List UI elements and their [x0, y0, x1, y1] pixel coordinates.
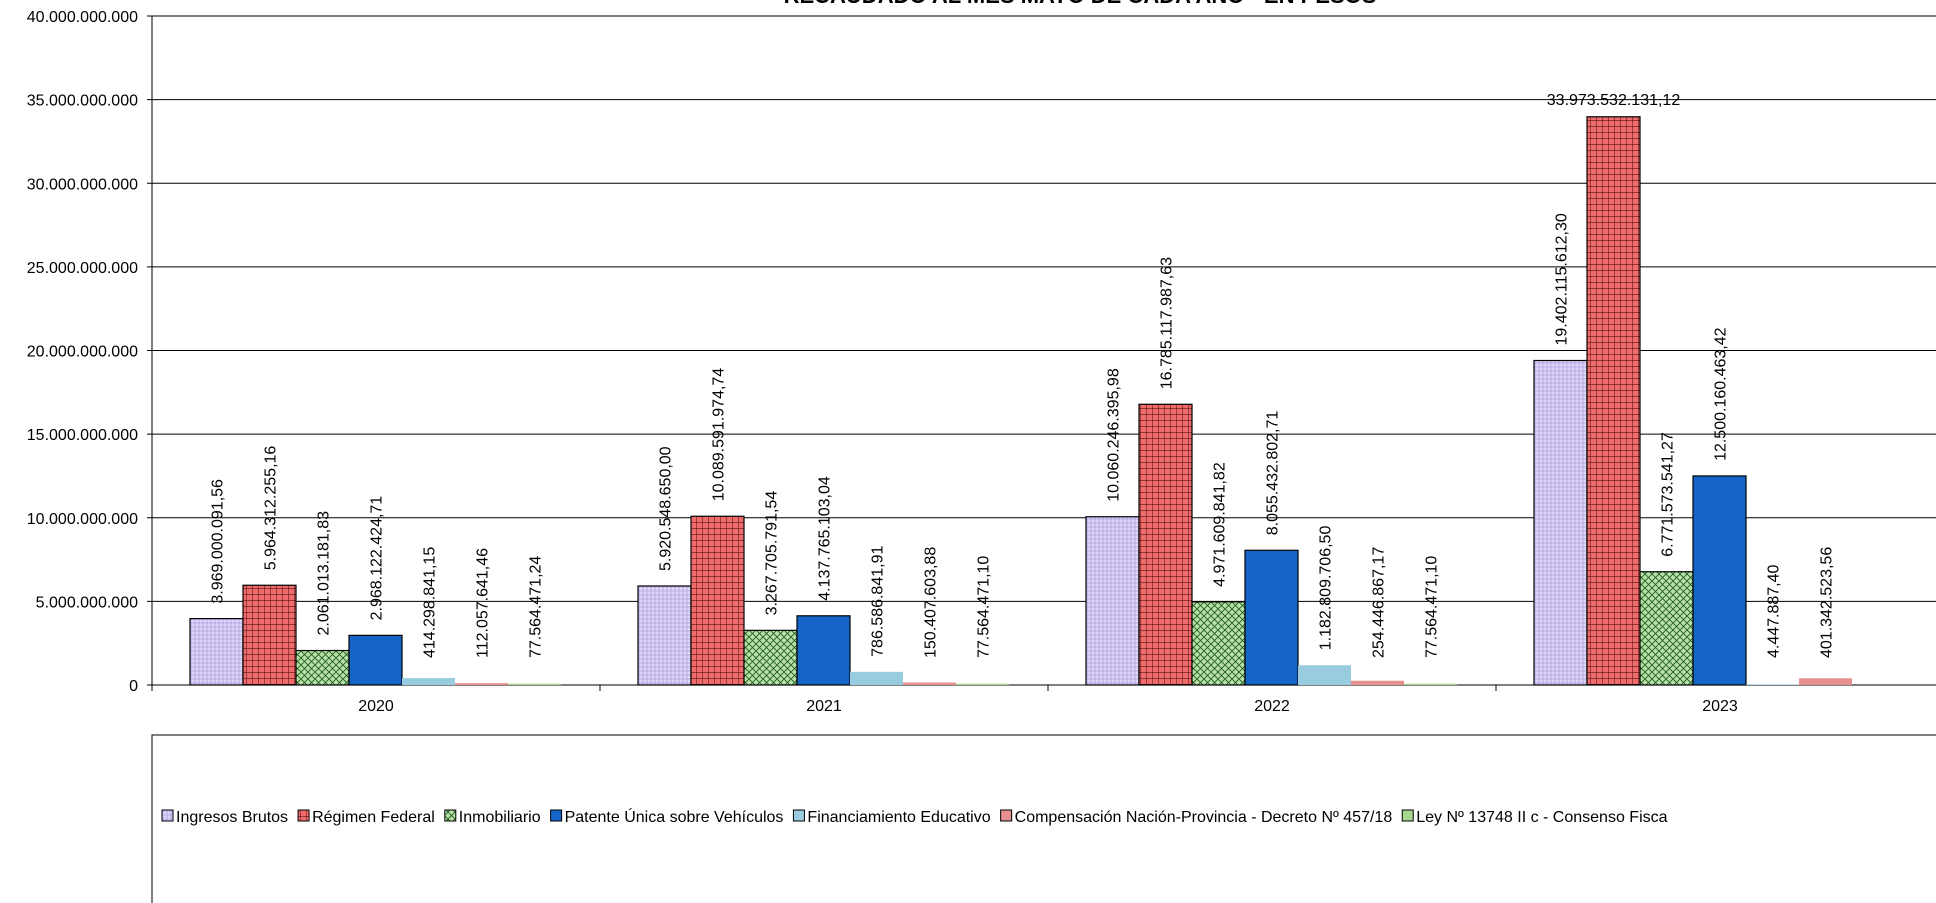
data-label: 4.447.887,40 [1766, 564, 1783, 658]
data-label: 10.060.246.395,98 [1106, 368, 1123, 502]
data-label: 19.402.115.612,30 [1554, 213, 1571, 345]
x-tick-label: 2021 [806, 698, 842, 715]
data-label: 1.182.809.706,50 [1318, 526, 1335, 651]
data-label: 8.055.432.802,71 [1265, 411, 1282, 536]
legend-label: Ley Nº 13748 II c - Consenso Fisca [1416, 809, 1667, 826]
y-axis: 0 5.000.000.000 10.000.000.000 15.000.000.0… [27, 9, 153, 695]
legend-swatch [297, 809, 310, 822]
data-label: 5.920.548.650,00 [658, 446, 675, 571]
legend-label: Compensación Nación-Provincia - Decreto … [1015, 809, 1393, 826]
bars [189, 116, 1852, 686]
y-tick-label: 15.000.000.000 [27, 427, 138, 444]
bar [690, 515, 745, 686]
data-label: 5.964.312.255,16 [263, 446, 280, 571]
bar [1138, 403, 1193, 686]
data-label: 254.446.867,17 [1371, 547, 1388, 658]
legend-swatch [550, 809, 563, 822]
legend-swatch [792, 809, 805, 822]
data-label: 16.785.117.987,63 [1159, 257, 1176, 389]
legend-label: Financiamiento Educativo [807, 809, 990, 826]
y-tick-label: 40.000.000.000 [27, 9, 138, 26]
bar [189, 618, 244, 686]
legend-swatch [444, 809, 457, 822]
bar [1191, 601, 1246, 686]
x-tick-label: 2022 [1254, 698, 1290, 715]
y-tick-label: 5.000.000.000 [36, 594, 138, 611]
legend-swatch [1401, 809, 1414, 822]
data-label: 786.586.841,91 [870, 546, 887, 657]
bar [1404, 683, 1457, 685]
chart-title: RECAUDADO AL MES MAYO DE CADA AÑO - EN P… [784, 0, 1377, 8]
bar [1351, 680, 1404, 685]
x-tick-label: 2023 [1702, 698, 1738, 715]
bar [402, 678, 455, 685]
data-label: 77.564.471,10 [976, 556, 993, 658]
bar [1298, 665, 1351, 685]
bar [956, 683, 1009, 685]
data-labels: 3.969.000.091,56 5.920.548.650,00 10.060.2… [210, 92, 1836, 658]
bar [348, 634, 403, 686]
data-label: 10.089.591.974,74 [711, 368, 728, 502]
legend-label: Patente Única sobre Vehículos [565, 807, 784, 826]
y-tick-label: 30.000.000.000 [27, 176, 138, 193]
legend-label: Régimen Federal [312, 809, 435, 826]
bar [1639, 571, 1694, 686]
data-label: 33.973.532.131,12 [1547, 92, 1681, 109]
bar [743, 629, 798, 686]
x-axis: 2020 2021 2022 2023 [151, 684, 1936, 715]
y-tick-label: 0 [129, 678, 138, 695]
bar [1586, 116, 1641, 686]
y-tick-label: 10.000.000.000 [27, 511, 138, 528]
bar [1533, 359, 1588, 686]
data-label: 12.500.160.463,42 [1713, 327, 1730, 461]
bar [1799, 678, 1852, 685]
data-label: 6.771.573.541,27 [1660, 432, 1677, 557]
data-label: 414.298.841,15 [422, 547, 439, 658]
bar [1244, 549, 1299, 686]
data-label: 3.969.000.091,56 [210, 479, 227, 604]
bar [1746, 684, 1799, 685]
bar [455, 683, 508, 685]
legend-label: Ingresos Brutos [176, 809, 288, 826]
data-label: 401.342.523,56 [1819, 547, 1836, 658]
bar [295, 649, 350, 686]
y-tick-label: 20.000.000.000 [27, 344, 138, 361]
bar [637, 585, 692, 686]
bar [1692, 475, 1747, 686]
data-label: 150.407.603,88 [923, 547, 940, 658]
data-label: 2.061.013.181,83 [316, 511, 333, 636]
data-label: 3.267.705.791,54 [764, 491, 781, 616]
data-label: 77.564.471,10 [1424, 556, 1441, 658]
data-label: 4.971.609.841,82 [1212, 462, 1229, 587]
bar [508, 683, 561, 685]
bar [1085, 516, 1140, 686]
legend-swatch [1000, 809, 1013, 822]
y-tick-label: 25.000.000.000 [27, 260, 138, 277]
bar [796, 615, 851, 686]
gridlines [152, 15, 1936, 686]
data-label: 4.137.765.103,04 [817, 476, 834, 601]
bar [903, 682, 956, 685]
data-label: 77.564.471,24 [528, 556, 545, 658]
bar [242, 584, 297, 686]
bar [850, 671, 903, 685]
y-tick-label: 35.000.000.000 [27, 93, 138, 110]
legend-label: Inmobiliario [459, 809, 541, 826]
data-label: 112.057.641,46 [475, 548, 492, 658]
legend-swatch [161, 809, 174, 822]
legend: Ingresos Brutos Régimen Federal Inmobiliar… [161, 807, 1668, 826]
data-label: 2.968.122.424,71 [369, 496, 386, 621]
x-tick-label: 2020 [358, 698, 394, 715]
